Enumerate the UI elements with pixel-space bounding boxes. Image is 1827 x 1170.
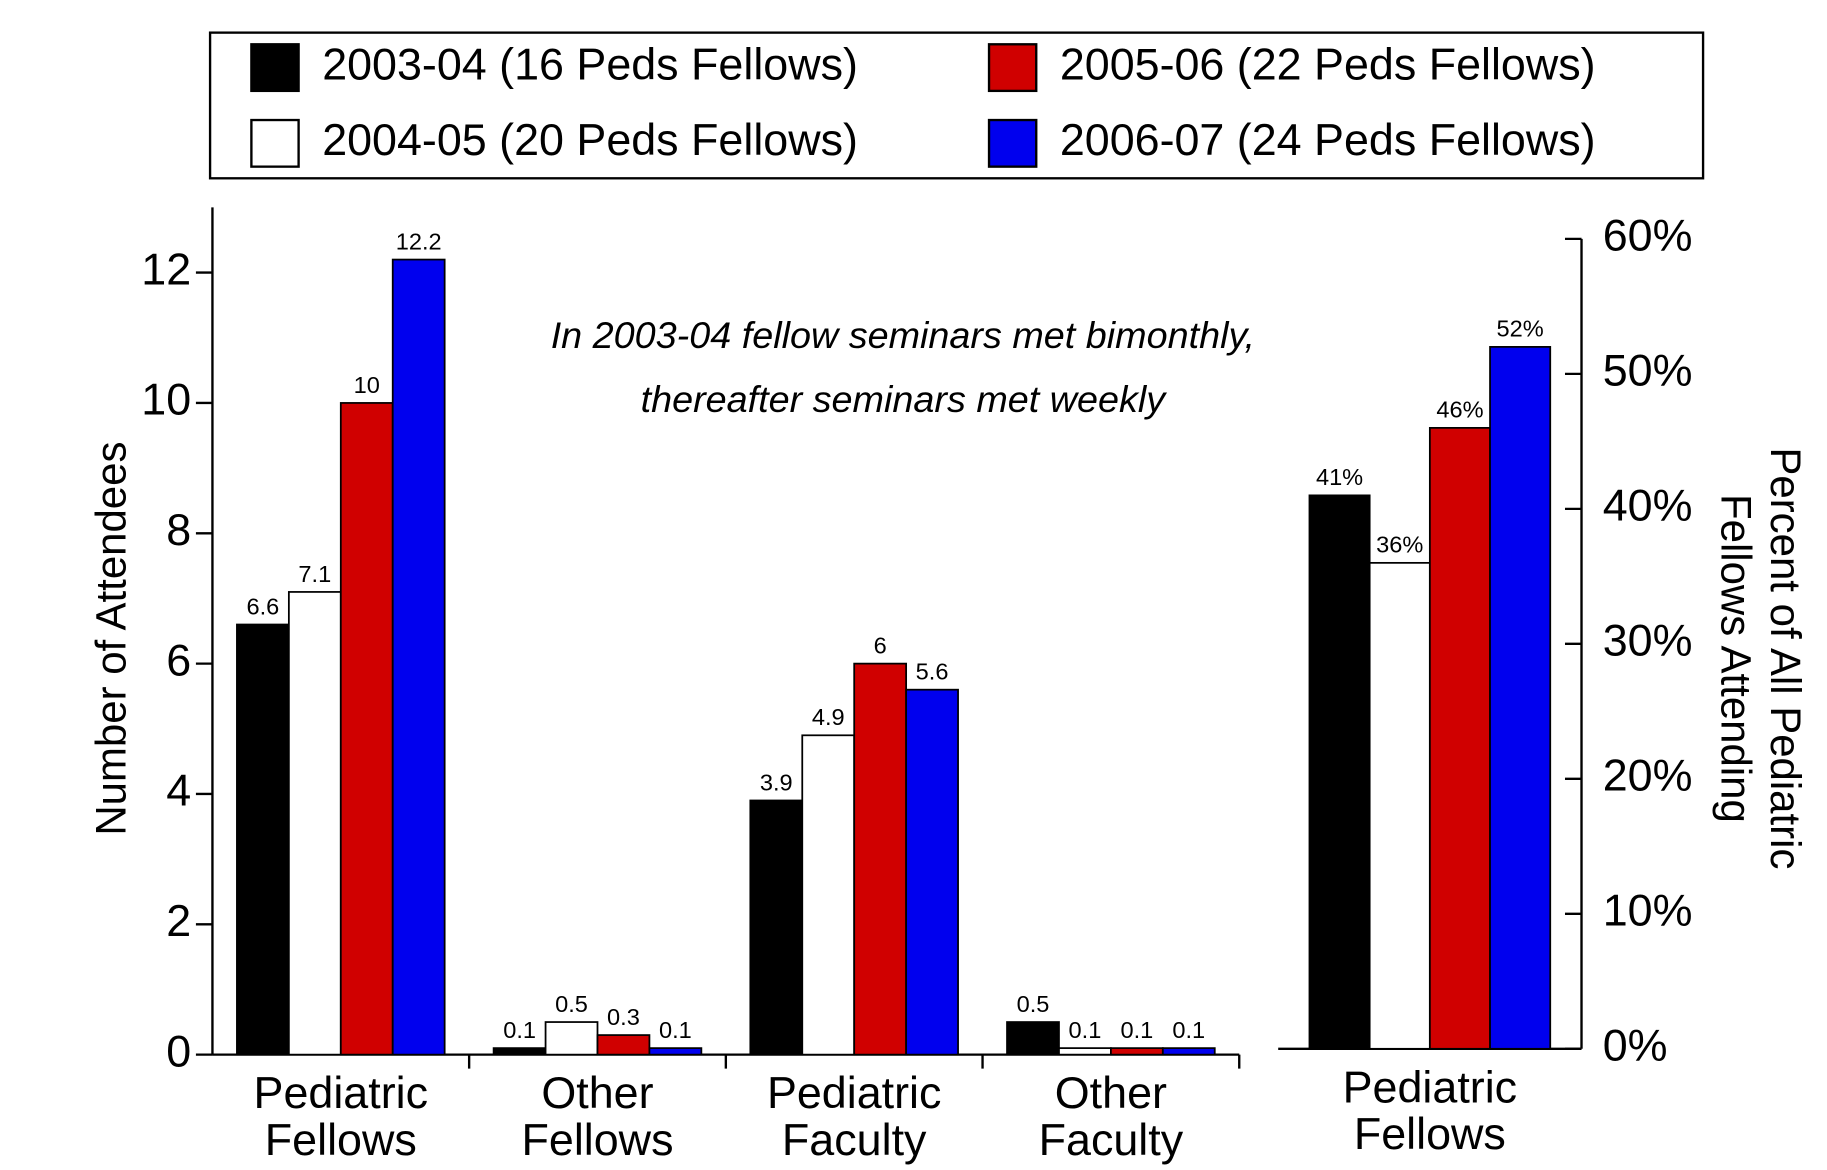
x-tick-label-box: Pediatric Faculty: [766, 1070, 942, 1166]
x-tick-label: Pediatric Fellows: [253, 1070, 429, 1166]
data-label: 4.9: [812, 704, 845, 730]
x-tick-label: Other Faculty: [1038, 1070, 1184, 1166]
x-tick-label: Other Fellows: [521, 1070, 674, 1166]
data-label: 0.1: [503, 1017, 536, 1043]
data-label: 0.5: [1017, 991, 1050, 1017]
legend-swatch: [987, 43, 1038, 93]
legend-label: 2005-06 (22 Peds Fellows): [1060, 41, 1596, 90]
data-label: 0.1: [1172, 1017, 1205, 1043]
y-tick-label: 10%: [1603, 887, 1693, 936]
y-tick-label: 50%: [1603, 347, 1693, 396]
y-tick-label: 4: [166, 767, 191, 816]
data-label: 7.1: [298, 561, 331, 587]
y-tick-label: 20%: [1603, 752, 1693, 801]
y-tick-label: 12: [141, 246, 191, 295]
bar: [339, 402, 394, 1056]
y-tick-label: 40%: [1603, 482, 1693, 531]
x-tick-label-box: Other Fellows: [521, 1070, 674, 1166]
x-tick-label-box: Pediatric Fellows: [1342, 1065, 1518, 1160]
y-tick-label: 30%: [1603, 617, 1693, 666]
bar: [236, 623, 290, 1056]
annotation: In 2003-04 fellow seminars met bimonthly…: [551, 314, 1255, 356]
bar: [1058, 1047, 1112, 1056]
data-label: 36%: [1376, 532, 1423, 558]
y-tick-label: 0: [166, 1028, 191, 1077]
x-tick-label: Pediatric Fellows: [1342, 1065, 1518, 1160]
y-tick-label: 0%: [1603, 1022, 1668, 1071]
data-label: 0.1: [659, 1017, 692, 1043]
data-label: 0.1: [1069, 1017, 1102, 1043]
bar: [1428, 426, 1491, 1050]
bar: [1489, 346, 1552, 1050]
y-axis-title: Number of Attendees: [87, 442, 134, 836]
bar: [1161, 1047, 1216, 1056]
bar: [596, 1034, 651, 1056]
data-label: 41%: [1316, 464, 1363, 490]
bar: [1368, 561, 1431, 1050]
legend-label: 2003-04 (16 Peds Fellows): [322, 41, 858, 90]
data-label: 5.6: [916, 659, 949, 685]
legend-label: 2004-05 (20 Peds Fellows): [322, 116, 858, 165]
bar: [648, 1047, 703, 1056]
data-label: 46%: [1436, 397, 1483, 423]
data-label: 0.3: [607, 1004, 640, 1030]
legend-box: [208, 31, 1705, 180]
legend-label: 2006-07 (24 Peds Fellows): [1060, 116, 1596, 165]
y-tick-label: 10: [141, 376, 191, 425]
x-tick-label: Pediatric Faculty: [766, 1070, 942, 1166]
legend-swatch: [250, 118, 300, 168]
bar: [749, 799, 804, 1056]
y2-axis-title: Fellows Attending: [1712, 494, 1759, 823]
data-label: 0.1: [1120, 1017, 1153, 1043]
legend-swatch: [250, 43, 300, 93]
y-tick-label: 6: [166, 637, 191, 686]
bar: [1110, 1047, 1164, 1056]
bar: [905, 688, 959, 1056]
bar: [853, 662, 908, 1056]
y-tick-label: 8: [166, 506, 191, 555]
bar: [287, 591, 342, 1056]
bar: [1308, 494, 1371, 1050]
annotation: thereafter seminars met weekly: [641, 378, 1168, 420]
y2-axis-title: Percent of All Pediatric: [1762, 447, 1809, 869]
bar: [1006, 1021, 1060, 1056]
data-label: 0.5: [555, 991, 588, 1017]
data-label: 3.9: [760, 769, 793, 795]
data-label: 10: [354, 372, 380, 398]
legend-swatch: [987, 118, 1038, 168]
data-label: 6: [874, 633, 887, 659]
data-label: 12.2: [396, 229, 442, 255]
y-tick-label: 60%: [1603, 212, 1693, 261]
x-tick-label-box: Other Faculty: [1038, 1070, 1184, 1166]
bar: [391, 258, 446, 1056]
data-label: 6.6: [246, 593, 279, 619]
bar: [544, 1021, 599, 1056]
data-label: 52%: [1497, 316, 1544, 342]
x-tick-label-box: Pediatric Fellows: [253, 1070, 429, 1166]
y-tick-label: 2: [166, 897, 191, 946]
bar: [801, 734, 856, 1056]
bar: [492, 1047, 547, 1056]
